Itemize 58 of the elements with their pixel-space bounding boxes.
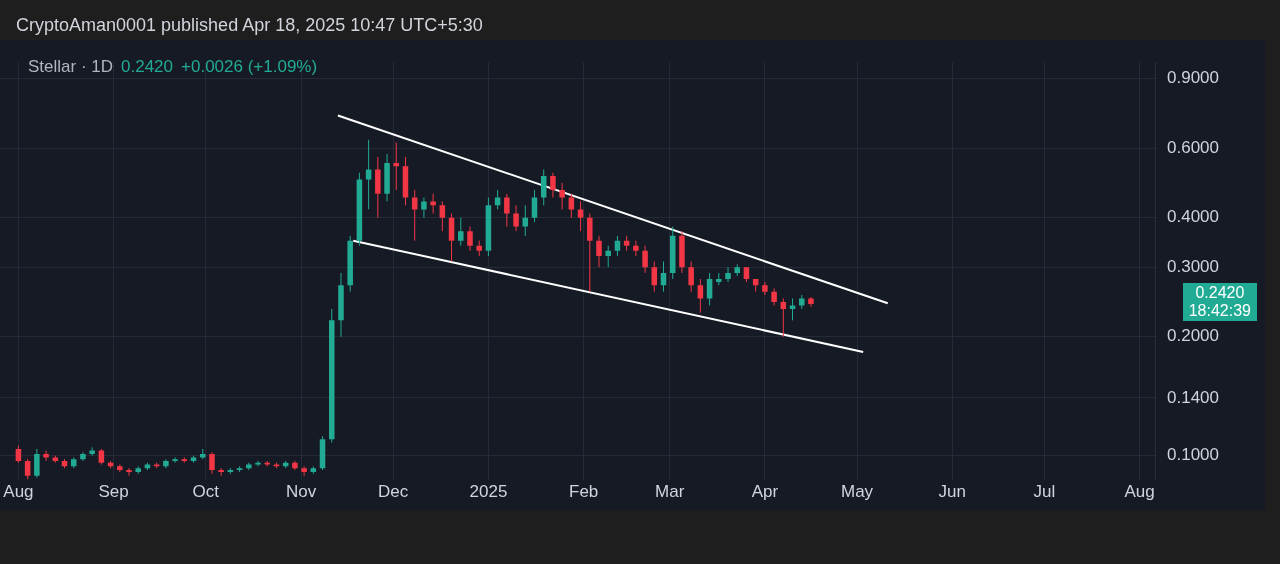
- candlestick: [365, 139, 372, 210]
- x-tick-label: Feb: [569, 482, 599, 502]
- x-tick-label: May: [840, 482, 874, 502]
- candlestick: [255, 460, 261, 467]
- x-tick-label: Oct: [192, 482, 220, 502]
- candlestick: [688, 261, 694, 293]
- x-tick-label: Jun: [938, 482, 966, 502]
- y-tick-label: 0.1000: [1167, 445, 1219, 465]
- x-tick-label: Aug: [3, 482, 34, 502]
- candlestick: [762, 281, 768, 296]
- y-tick-label: 0.4000: [1167, 207, 1219, 227]
- candlestick: [651, 261, 658, 293]
- x-tick-label: Aug: [1124, 482, 1155, 502]
- candlestick: [504, 193, 510, 228]
- candlestick: [34, 448, 40, 479]
- y-tick-label: 0.9000: [1167, 68, 1219, 88]
- y-tick-label: 0.2000: [1167, 326, 1219, 346]
- x-tick-label: Sep: [98, 482, 129, 502]
- candlestick: [540, 168, 547, 206]
- candlestick: [577, 200, 584, 232]
- x-tick-label: Apr: [751, 482, 779, 502]
- candlestick: [467, 226, 473, 252]
- candlestick: [448, 213, 455, 262]
- x-tick-label: Mar: [655, 482, 685, 502]
- candlestick: [421, 197, 427, 219]
- chart-subtitle: CryptoAman0001 published Apr 18, 2025 10:47 UTC+5:30: [16, 15, 483, 36]
- x-tick-label: 2025: [469, 482, 508, 502]
- candlestick: [43, 450, 49, 462]
- candlestick: [522, 204, 529, 237]
- candlestick: [439, 200, 446, 232]
- candlestick: [550, 172, 556, 199]
- candlestick: [458, 217, 464, 247]
- candlestick: [24, 458, 31, 480]
- candlestick: [559, 182, 565, 210]
- text: 0.2420 18:42:39: [1182, 283, 1257, 321]
- candlestick: [642, 245, 648, 274]
- y-tick-label: 0.1400: [1167, 387, 1219, 407]
- candlestick: [393, 142, 400, 191]
- candlestick: [430, 193, 436, 215]
- candlestick: [513, 204, 519, 232]
- candlestick: [301, 465, 307, 477]
- candlestick: [587, 213, 593, 293]
- candlestick: [725, 266, 731, 283]
- candlestick: [172, 456, 178, 464]
- y-tick-label: 0.3000: [1167, 256, 1219, 276]
- annotation: 0.2420: [121, 57, 174, 76]
- candlestick: [596, 235, 602, 268]
- candlestick: [789, 297, 796, 321]
- x-tick-label: Dec: [378, 482, 409, 502]
- chart-title: Stellar · 1D: [28, 57, 114, 76]
- candlestick: [633, 240, 639, 257]
- candlestick: [605, 245, 611, 268]
- candlestick: [126, 467, 132, 477]
- candlestick: [209, 451, 215, 475]
- x-tick-label: Nov: [285, 482, 317, 502]
- annotation: +0.0026 (+1.09%): [181, 57, 318, 76]
- y-tick-label: 0.6000: [1167, 137, 1219, 157]
- x-tick-label: Jul: [1033, 482, 1056, 502]
